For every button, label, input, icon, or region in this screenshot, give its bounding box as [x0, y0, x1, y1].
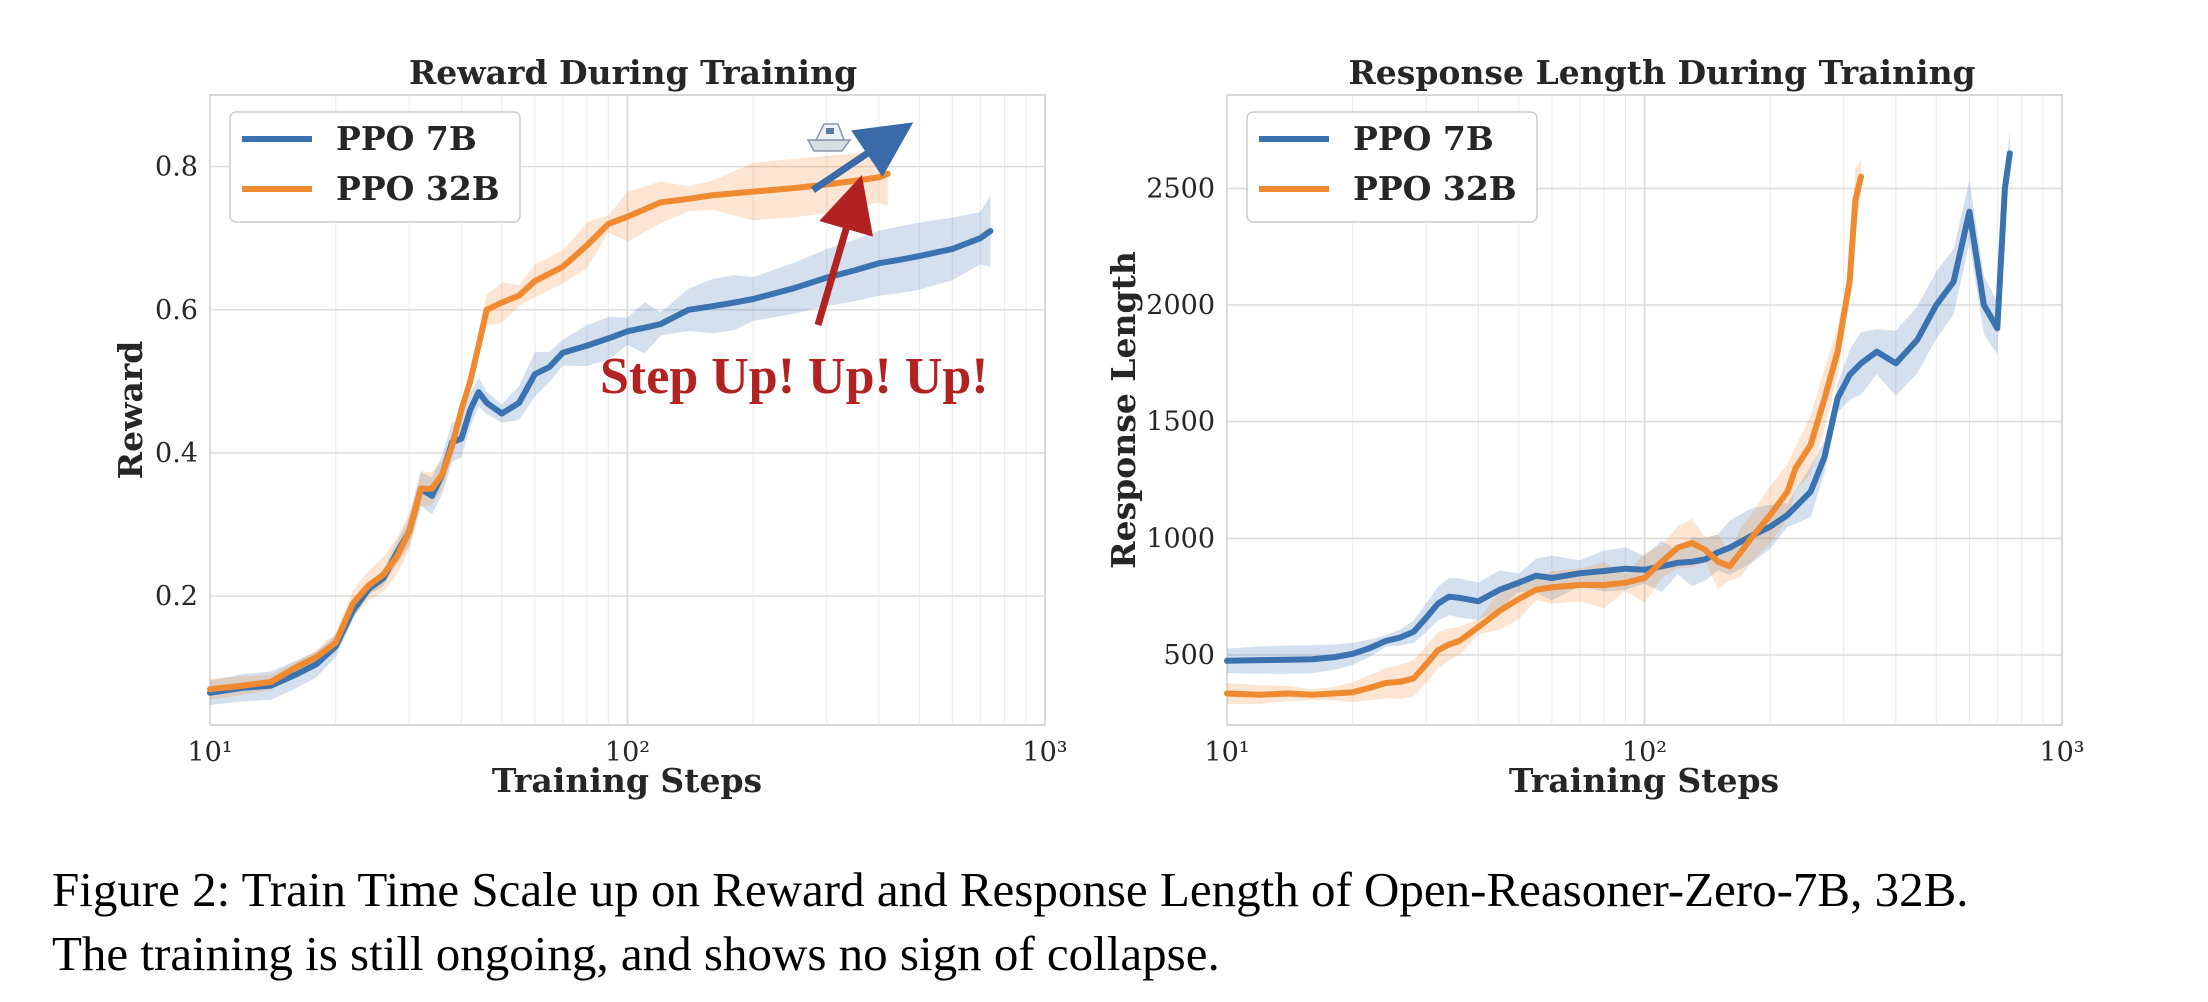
y-tick-label: 2500 — [1146, 173, 1215, 204]
y-tick-label: 1500 — [1146, 407, 1215, 438]
variance-band — [1227, 159, 1861, 705]
series-line — [1224, 173, 1864, 698]
x-tick-label: 10³ — [1022, 737, 1067, 768]
series-line — [207, 170, 891, 693]
legend: PPO 7B PPO 32B — [229, 111, 521, 223]
x-axis-label: Training Steps — [492, 761, 762, 800]
variance-bands — [1227, 130, 2010, 705]
legend: PPO 7B PPO 32B — [1246, 111, 1538, 223]
y-tick-label: 0.8 — [155, 152, 198, 183]
series-lines — [1224, 150, 2013, 698]
chart-title: Response Length During Training — [1348, 53, 1975, 92]
y-tick-label: 0.2 — [155, 581, 198, 612]
x-axis-label: Training Steps — [1509, 761, 1779, 800]
caption-line-2: The training is still ongoing, and shows… — [52, 926, 1220, 981]
legend-label-ppo-32b: PPO 32B — [1353, 169, 1517, 208]
y-axis-label: Response Length — [1104, 251, 1143, 569]
series-line — [1224, 150, 2013, 664]
red-arrow-icon — [814, 175, 874, 326]
x-tick-label: 10¹ — [187, 737, 232, 768]
y-tick-label: 500 — [1163, 640, 1215, 671]
x-tick-label: 10² — [605, 737, 650, 768]
caption-line-1: Figure 2: Train Time Scale up on Reward … — [52, 862, 1969, 917]
chart-title: Reward During Training — [409, 53, 857, 92]
response-length-chart: Response Length During Training 500 1000 1… — [1104, 53, 2085, 800]
variance-band — [1227, 130, 2010, 674]
x-tick-label: 10¹ — [1204, 737, 1249, 768]
legend-label-ppo-7b: PPO 7B — [1353, 119, 1494, 158]
y-tick-label: 0.6 — [155, 295, 198, 326]
y-axis-label: Reward — [111, 341, 150, 480]
annotation: Step Up! Up! Up! — [600, 122, 989, 405]
x-tick-label: 10² — [1622, 737, 1667, 768]
annotation-text: Step Up! Up! Up! — [600, 348, 989, 405]
variance-band — [210, 195, 991, 706]
y-tick-label: 1000 — [1146, 523, 1215, 554]
reward-chart: Reward During Training 0.2 0.4 0.6 0.8 10¹ 10… — [111, 53, 1068, 800]
blue-arrow-icon — [811, 122, 914, 193]
tick-labels: 500 1000 1500 2000 2500 10¹ 10² 10³ — [1146, 173, 2084, 768]
figure: Reward During Training 0.2 0.4 0.6 0.8 10¹ 10… — [111, 53, 2085, 800]
legend-label-ppo-32b: PPO 32B — [336, 169, 500, 208]
y-tick-label: 2000 — [1146, 290, 1215, 321]
figure-caption: Figure 2: Train Time Scale up on Reward … — [52, 858, 2182, 986]
y-tick-label: 0.4 — [155, 438, 198, 469]
legend-label-ppo-7b: PPO 7B — [336, 119, 477, 158]
x-tick-label: 10³ — [2039, 737, 2084, 768]
tick-labels: 0.2 0.4 0.6 0.8 10¹ 10² 10³ — [155, 152, 1068, 768]
boat-icon — [806, 123, 852, 152]
